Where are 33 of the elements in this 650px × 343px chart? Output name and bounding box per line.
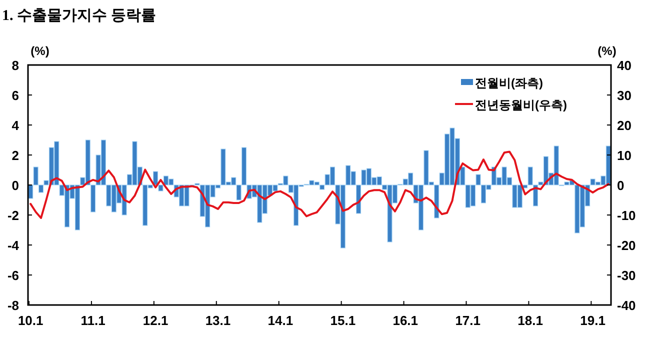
y2-tick-label: -10 [617, 208, 636, 223]
x-tick-label: 14.1 [268, 313, 294, 328]
x-tick-label: 11.1 [80, 313, 106, 328]
y-tick-label: 6 [12, 88, 19, 103]
y-tick-label: 2 [12, 148, 19, 163]
y2-tick-label: 10 [617, 148, 632, 163]
y-tick-label: -8 [7, 298, 19, 313]
x-tick-label: 16.1 [392, 313, 418, 328]
x-tick-label: 13.1 [205, 313, 231, 328]
y2-tick-label: 30 [617, 88, 632, 103]
y2-axis-title: (%) [598, 44, 616, 58]
y-tick-label: 8 [12, 58, 19, 73]
y-tick-label: -6 [7, 268, 19, 283]
x-tick-label: 15.1 [330, 313, 356, 328]
y2-tick-label: -40 [617, 298, 636, 313]
chart-title: 1. 수출물가지수 등락률 [2, 8, 156, 24]
x-tick-label: 17.1 [455, 313, 481, 328]
legend-label: 전월비(좌측) [475, 76, 543, 90]
y2-tick-label: -20 [617, 238, 636, 253]
x-tick-label: 10.1 [18, 313, 44, 328]
y-tick-label: 4 [12, 118, 20, 133]
y-tick-label: -2 [7, 208, 19, 223]
y2-tick-label: 0 [617, 178, 624, 193]
y2-tick-label: 20 [617, 118, 632, 133]
y-tick-label: -4 [7, 238, 20, 253]
x-tick-label: 19.1 [580, 313, 606, 328]
y2-tick-label: -30 [617, 268, 636, 283]
legend-label: 전년동월비(우측) [475, 98, 567, 112]
y2-tick-label: 40 [617, 58, 632, 73]
x-tick-label: 18.1 [518, 313, 543, 328]
x-tick-label: 12.1 [142, 313, 168, 328]
y-axis-title: (%) [30, 44, 50, 58]
y-tick-label: 0 [12, 178, 19, 193]
